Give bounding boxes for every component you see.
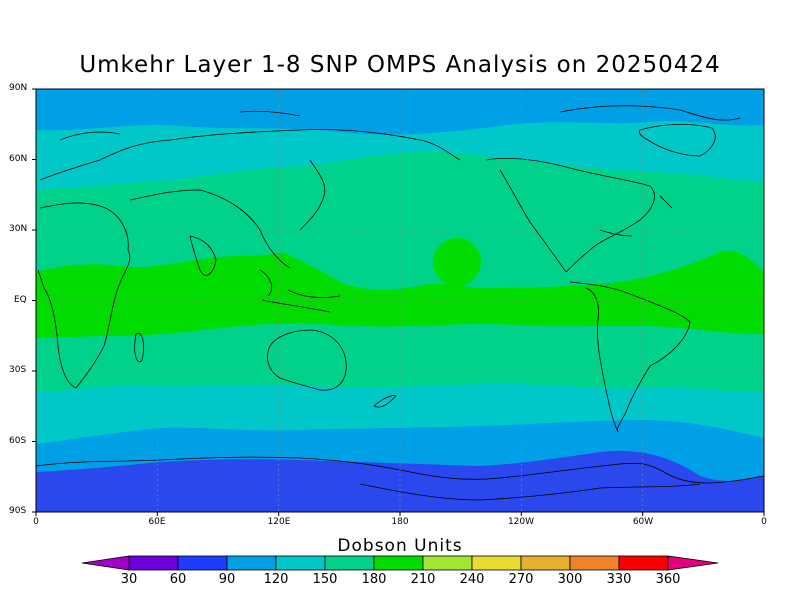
- lat-label-90n: 90N: [9, 83, 28, 93]
- lat-label-30s: 30S: [9, 365, 27, 375]
- colorbar-level-label: 90: [218, 572, 236, 587]
- lat-label-30n: 30N: [9, 224, 28, 234]
- colorbar-cell: [373, 555, 424, 571]
- colorbar-level-label: 330: [606, 572, 632, 587]
- lat-label-60n: 60N: [9, 154, 28, 164]
- colorbar-level-label: 120: [263, 572, 289, 587]
- colorbar-cell: [618, 555, 669, 571]
- colorbar-level-label: 270: [508, 572, 534, 587]
- lon-label-60e: 60E: [148, 517, 166, 527]
- colorbar-under-triangle: [81, 555, 130, 571]
- colorbar-cell: [177, 555, 228, 571]
- lat-label-90s: 90S: [9, 506, 27, 516]
- colorbar-cell: [422, 555, 473, 571]
- band-150-180: [36, 151, 764, 392]
- colorbar-level-label: 360: [655, 572, 681, 587]
- lon-label-120w: 120W: [507, 517, 535, 527]
- coastlines: [36, 105, 764, 501]
- band-60-90-south: [36, 451, 764, 512]
- colorbar-level-label: 210: [410, 572, 436, 587]
- colorbar-level-label: 30: [120, 572, 138, 587]
- axis-ticks: [32, 88, 765, 516]
- colorbar-over-triangle: [667, 555, 719, 571]
- colorbar-cell: [569, 555, 620, 571]
- lon-label-180: 180: [391, 517, 409, 527]
- colorbar-cell: [471, 555, 522, 571]
- colorbar-level-label: 150: [312, 572, 338, 587]
- high-ozone-blob: [433, 238, 481, 286]
- colorbar-cell: [128, 555, 179, 571]
- lat-label-60s: 60S: [9, 436, 27, 446]
- map-title: Umkehr Layer 1-8 SNP OMPS Analysis on 20…: [79, 52, 721, 78]
- colorbar-level-label: 180: [361, 572, 387, 587]
- lon-label-0-right: 0: [761, 517, 767, 527]
- colorbar-title: Dobson Units: [337, 536, 463, 556]
- colorbar-cell: [520, 555, 571, 571]
- lon-label-120e: 120E: [267, 517, 291, 527]
- colorbar-level-label: 60: [169, 572, 187, 587]
- colorbar-cell: [275, 555, 326, 571]
- lon-label-60w: 60W: [632, 517, 654, 527]
- colorbar-cell: [324, 555, 375, 571]
- band-90-120-north: [36, 89, 764, 135]
- graticule: [36, 89, 764, 512]
- colorbar-level-label: 240: [459, 572, 485, 587]
- colorbar-level-label: 300: [557, 572, 583, 587]
- colorbar-cell: [226, 555, 277, 571]
- lon-label-0-left: 0: [33, 517, 39, 527]
- lat-label-eq: EQ: [14, 295, 27, 305]
